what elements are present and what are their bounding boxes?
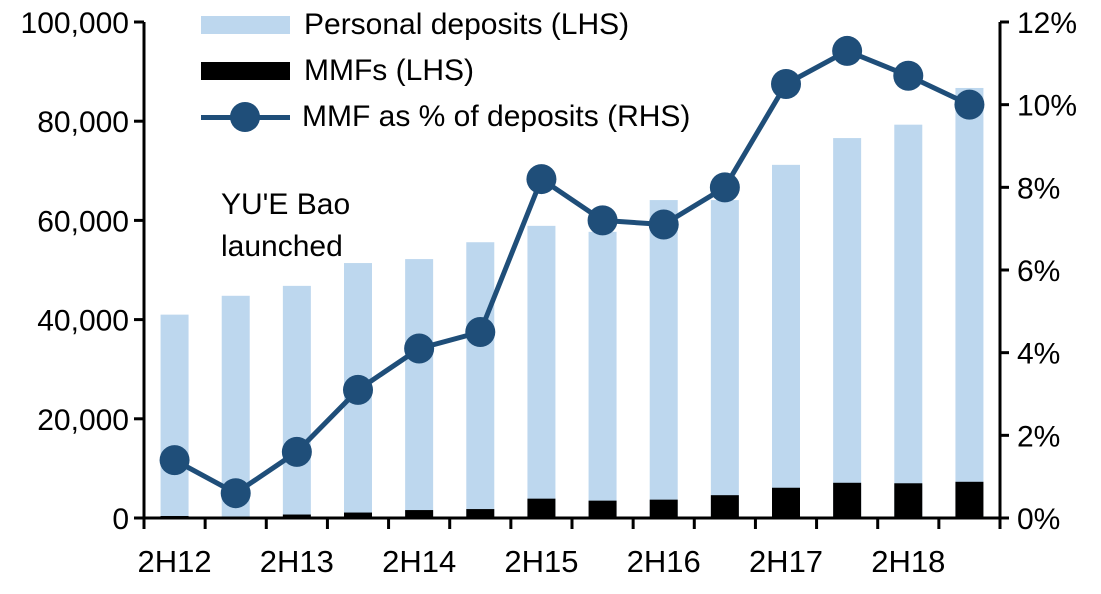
mmf-bar	[772, 487, 800, 518]
mmf-pct-marker	[709, 172, 740, 203]
annotation-line-2: launched	[221, 230, 343, 263]
mmf-pct-marker	[832, 35, 863, 66]
left-axis-tick-label: 60,000	[37, 205, 129, 238]
mmf-bar	[894, 483, 923, 518]
x-axis-tick-label: 2H15	[504, 544, 578, 579]
mmf-pct-marker	[404, 333, 435, 364]
legend-swatch-deposits	[201, 16, 290, 34]
mmf-pct-marker	[587, 205, 618, 236]
annotation-line-1: YU'E Bao	[221, 188, 351, 221]
mmf-bar	[527, 498, 556, 518]
legend-item-personal-deposits: Personal deposits (LHS)	[201, 2, 690, 48]
right-axis-tick-label: 12%	[1017, 7, 1077, 40]
mmf-bar	[955, 481, 984, 518]
mmf-bar	[649, 499, 678, 518]
mmf-pct-marker	[220, 478, 251, 509]
mmf-pct-marker	[648, 209, 679, 240]
mmf-pct-marker	[465, 317, 496, 347]
x-axis-tick-label: 2H16	[627, 544, 701, 579]
legend-label-deposits: Personal deposits (LHS)	[304, 8, 630, 41]
mmf-bar	[710, 495, 739, 518]
left-axis-tick-label: 40,000	[37, 305, 129, 338]
personal-deposits-bar	[649, 200, 678, 518]
right-axis-tick-label: 2%	[1017, 420, 1060, 453]
right-axis-tick-label: 0%	[1017, 503, 1060, 536]
mmf-bar	[588, 500, 617, 518]
left-axis-tick-label: 0	[112, 503, 129, 536]
personal-deposits-bar	[772, 164, 800, 518]
mmf-pct-marker	[954, 89, 985, 120]
mmf-bar	[405, 510, 434, 518]
personal-deposits-bar	[527, 225, 556, 518]
right-axis-tick-label: 8%	[1017, 172, 1060, 205]
right-axis-tick-label: 10%	[1017, 90, 1077, 123]
x-axis-tick-label: 2H17	[749, 544, 823, 579]
personal-deposits-bar	[710, 200, 739, 518]
personal-deposits-bar	[282, 285, 311, 518]
mmf-pct-marker	[771, 69, 801, 99]
personal-deposits-bar	[405, 259, 434, 518]
left-axis-tick-label: 100,000	[21, 7, 129, 40]
mmf-pct-marker	[281, 436, 312, 467]
left-axis-tick-label: 80,000	[37, 106, 129, 139]
personal-deposits-bar	[466, 242, 495, 518]
mmf-bar	[466, 509, 495, 518]
mmf-pct-marker	[159, 445, 190, 476]
annotation-yue-bao: YU'E Bao launched	[221, 184, 350, 268]
personal-deposits-bar	[833, 138, 862, 518]
legend-marker-icon	[230, 102, 260, 132]
x-axis-tick-label: 2H13	[260, 544, 334, 579]
right-axis-tick-label: 6%	[1017, 255, 1060, 288]
personal-deposits-bar	[894, 124, 923, 518]
left-axis-tick-label: 20,000	[37, 404, 129, 437]
legend-line-sample	[201, 102, 290, 132]
mmf-pct-marker	[343, 374, 373, 405]
right-axis-tick-label: 4%	[1017, 338, 1060, 371]
mmf-pct-marker	[526, 164, 557, 195]
mmf-bar	[282, 514, 311, 518]
legend-label-mmfs: MMFs (LHS)	[304, 54, 474, 87]
mmf-bar	[833, 482, 862, 518]
legend-swatch-mmfs	[201, 62, 290, 80]
chart-legend: Personal deposits (LHS) MMFs (LHS) MMF a…	[201, 2, 690, 140]
personal-deposits-bar	[588, 231, 617, 519]
mmf-pct-marker	[893, 60, 924, 91]
x-axis-tick-label: 2H14	[382, 544, 456, 579]
x-axis-tick-label: 2H18	[871, 544, 945, 579]
mmf-bar	[344, 512, 372, 518]
legend-item-mmfs: MMFs (LHS)	[201, 48, 690, 94]
legend-label-mmf-pct: MMF as % of deposits (RHS)	[302, 100, 691, 133]
legend-item-mmf-pct: MMF as % of deposits (RHS)	[201, 94, 690, 140]
personal-deposits-bar	[160, 314, 189, 518]
personal-deposits-bar	[955, 87, 984, 518]
x-axis-tick-label: 2H12	[138, 544, 212, 579]
